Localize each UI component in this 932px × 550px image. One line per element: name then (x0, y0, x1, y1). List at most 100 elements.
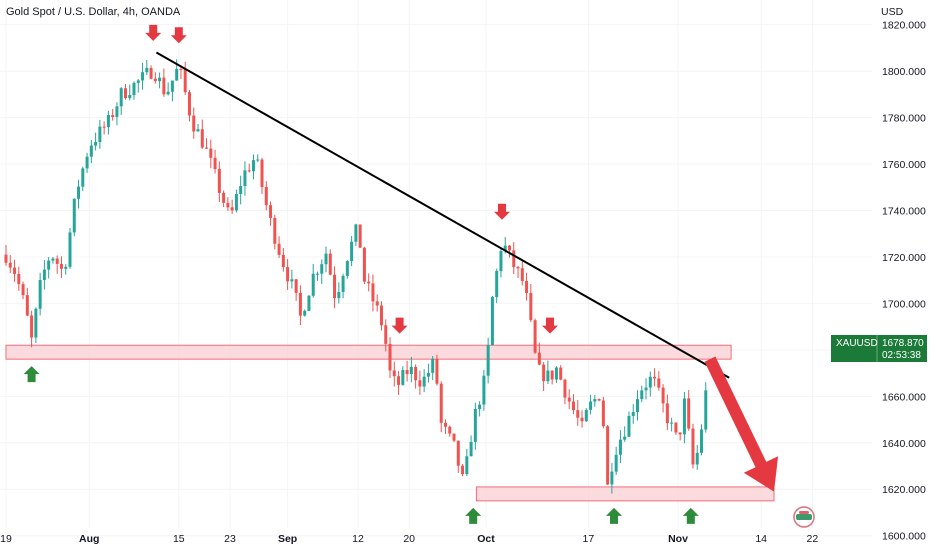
candle-body[interactable] (490, 297, 494, 346)
candle-body[interactable] (405, 369, 409, 375)
candle-body[interactable] (260, 159, 264, 188)
candle-body[interactable] (42, 269, 46, 280)
candle-body[interactable] (47, 260, 51, 270)
candle-body[interactable] (256, 159, 260, 161)
candle-body[interactable] (251, 160, 255, 172)
candle-body[interactable] (328, 253, 332, 275)
candle-body[interactable] (563, 379, 567, 398)
candle-body[interactable] (89, 145, 93, 157)
candle-body[interactable] (290, 279, 294, 282)
candle-body[interactable] (158, 77, 162, 82)
candle-body[interactable] (341, 275, 345, 292)
candle-body[interactable] (68, 232, 72, 267)
candle-body[interactable] (25, 295, 29, 316)
descending-trendline[interactable] (155, 51, 730, 379)
candle-body[interactable] (209, 148, 213, 158)
candle-body[interactable] (392, 370, 396, 377)
candle-body[interactable] (273, 217, 277, 244)
candle-body[interactable] (379, 305, 383, 326)
candle-body[interactable] (55, 258, 59, 264)
trendline-layer[interactable] (155, 51, 730, 379)
candle-body[interactable] (465, 456, 469, 475)
candle-body[interactable] (354, 224, 358, 242)
candle-body[interactable] (414, 366, 418, 381)
candle-body[interactable] (384, 325, 388, 344)
candle-body[interactable] (222, 192, 226, 203)
candle-body[interactable] (610, 471, 614, 485)
candle-body[interactable] (115, 106, 119, 117)
candle-body[interactable] (422, 376, 426, 387)
candle-body[interactable] (38, 279, 42, 309)
candle-body[interactable] (17, 273, 21, 285)
candle-body[interactable] (640, 390, 644, 400)
candle-body[interactable] (324, 253, 328, 265)
candle-body[interactable] (525, 280, 529, 293)
candle-body[interactable] (358, 224, 362, 248)
candle-body[interactable] (81, 168, 85, 187)
candle-body[interactable] (303, 310, 307, 316)
candle-body[interactable] (670, 422, 674, 424)
candle-body[interactable] (495, 270, 499, 298)
candle-body[interactable] (559, 367, 563, 380)
candle-body[interactable] (704, 390, 708, 430)
candle-body[interactable] (350, 241, 354, 262)
candle-body[interactable] (119, 88, 123, 107)
candle-body[interactable] (486, 345, 490, 376)
candle-body[interactable] (298, 292, 302, 316)
candle-body[interactable] (34, 308, 38, 338)
candle-body[interactable] (4, 254, 8, 263)
bottom-support-zone[interactable] (475, 486, 775, 502)
candle-body[interactable] (691, 428, 695, 465)
candle-body[interactable] (230, 207, 234, 211)
candle-body[interactable] (448, 426, 452, 434)
candle-body[interactable] (307, 295, 311, 311)
candle-body[interactable] (409, 366, 413, 375)
candle-body[interactable] (584, 409, 588, 422)
candle-body[interactable] (183, 68, 187, 93)
candle-body[interactable] (520, 268, 524, 281)
candle-body[interactable] (529, 292, 533, 321)
candle-body[interactable] (145, 67, 149, 73)
candle-body[interactable] (597, 399, 601, 401)
candle-body[interactable] (601, 400, 605, 427)
candle-body[interactable] (550, 370, 554, 380)
candle-body[interactable] (153, 78, 157, 82)
candle-body[interactable] (13, 267, 17, 274)
candle-body[interactable] (166, 91, 170, 95)
candle-body[interactable] (580, 417, 584, 422)
candle-body[interactable] (94, 142, 98, 146)
candlestick-series[interactable] (4, 59, 708, 494)
candle-body[interactable] (213, 157, 217, 170)
candle-body[interactable] (59, 263, 63, 269)
candle-body[interactable] (657, 378, 661, 388)
candle-body[interactable] (546, 370, 550, 382)
candle-body[interactable] (576, 410, 580, 418)
candle-body[interactable] (102, 126, 106, 128)
candle-body[interactable] (593, 399, 597, 402)
candle-body[interactable] (136, 80, 140, 83)
candle-body[interactable] (141, 72, 145, 81)
candle-body[interactable] (567, 397, 571, 402)
candle-body[interactable] (678, 432, 682, 435)
candle-body[interactable] (367, 281, 371, 284)
candle-body[interactable] (482, 375, 486, 405)
candle-body[interactable] (132, 82, 136, 96)
candle-body[interactable] (516, 267, 520, 269)
candle-body[interactable] (162, 77, 166, 95)
candle-body[interactable] (401, 369, 405, 385)
candle-body[interactable] (234, 194, 238, 211)
candle-body[interactable] (205, 147, 209, 149)
candle-body[interactable] (571, 401, 575, 411)
candle-body[interactable] (320, 264, 324, 274)
candle-body[interactable] (77, 186, 81, 199)
candle-body[interactable] (247, 170, 251, 172)
candle-body[interactable] (345, 261, 349, 276)
candle-body[interactable] (98, 126, 102, 143)
candle-body[interactable] (478, 404, 482, 409)
candle-body[interactable] (179, 68, 183, 70)
candle-body[interactable] (469, 441, 473, 457)
resistance-support-zone[interactable] (5, 344, 732, 360)
candle-body[interactable] (277, 243, 281, 255)
candle-body[interactable] (682, 398, 686, 435)
